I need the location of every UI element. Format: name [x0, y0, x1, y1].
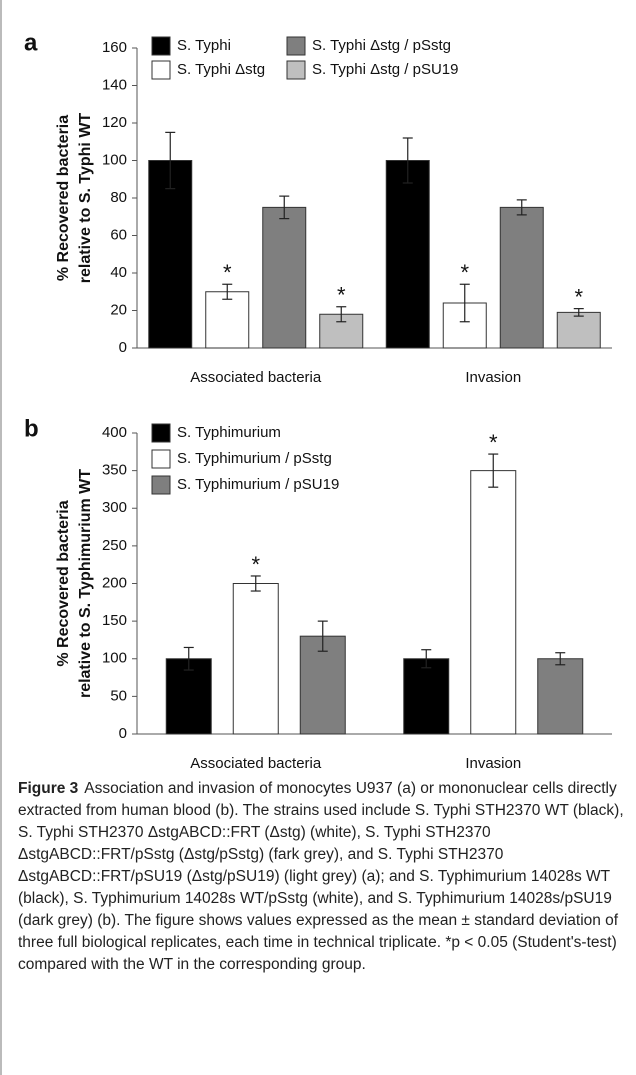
y-tick-label: 140 [102, 76, 127, 93]
y-axis-label: relative to S. Typhimurium WT [77, 469, 94, 698]
x-tick-label: Associated bacteria [190, 369, 322, 386]
y-tick-label: 100 [102, 650, 127, 667]
y-tick-label: 250 [102, 537, 127, 554]
bar [499, 206, 544, 349]
y-tick-label: 120 [102, 114, 127, 131]
y-tick-label: 80 [110, 189, 127, 206]
error-bar [222, 283, 233, 300]
legend-swatch [151, 449, 171, 469]
y-tick-label: 400 [102, 424, 127, 441]
legend-label: S. Typhimurium / pSU19 [177, 476, 339, 493]
bar [262, 206, 307, 349]
error-bar [250, 575, 261, 592]
y-tick-label: 40 [110, 264, 127, 281]
error-bar [459, 283, 470, 323]
y-tick-label: 50 [110, 687, 127, 704]
x-tick-label: Invasion [465, 755, 521, 772]
legend-swatch [151, 36, 171, 56]
error-bar [336, 306, 347, 323]
error-bar [279, 195, 290, 220]
y-axis-label: % Recovered bacteria [55, 500, 72, 666]
error-bar [555, 652, 566, 666]
error-bar [183, 646, 194, 671]
y-axis-label: % Recovered bacteria [55, 115, 72, 281]
y-tick-label: 60 [110, 226, 127, 243]
x-tick-label: Associated bacteria [190, 755, 322, 772]
bar [403, 658, 450, 735]
error-bar [421, 649, 432, 669]
bar [299, 635, 346, 735]
error-bar [165, 131, 176, 190]
significance-marker: * [223, 260, 232, 285]
y-tick-label: 160 [102, 39, 127, 56]
charts: a % Recovered bacteria relative to S. Typh… [24, 29, 612, 772]
legend-label: S. Typhi Δstg / pSU19 [312, 61, 458, 78]
bar [556, 311, 601, 349]
significance-marker: * [337, 283, 346, 308]
bar [470, 470, 517, 735]
bar [165, 658, 212, 735]
legend-label: S. Typhimurium / pSstg [177, 450, 332, 467]
bar [205, 291, 250, 349]
significance-marker: * [574, 284, 583, 309]
error-bar [317, 620, 328, 652]
y-tick-label: 0 [119, 725, 127, 742]
bar [537, 658, 584, 735]
legend-swatch [151, 423, 171, 443]
legend-label: S. Typhi Δstg [177, 61, 265, 78]
legend-swatch [151, 60, 171, 80]
x-tick-label: Invasion [465, 369, 521, 386]
y-tick-label: 100 [102, 151, 127, 168]
significance-marker: * [251, 552, 260, 577]
error-bar [402, 137, 413, 184]
panel-label: b [24, 415, 39, 442]
error-bar [516, 199, 527, 216]
y-tick-label: 300 [102, 499, 127, 516]
y-tick-label: 20 [110, 301, 127, 318]
legend-swatch [286, 60, 306, 80]
panel-label: a [24, 29, 38, 56]
legend-label: S. Typhi Δstg / pSstg [312, 37, 451, 54]
bar [385, 160, 430, 349]
y-tick-label: 350 [102, 462, 127, 479]
error-bar [488, 453, 499, 488]
bar [148, 160, 193, 349]
legend-label: S. Typhi [177, 37, 231, 54]
significance-marker: * [460, 260, 469, 285]
y-tick-label: 150 [102, 612, 127, 629]
error-bar [573, 308, 584, 317]
bar [232, 583, 279, 735]
caption-text: Association and invasion of monocytes U9… [18, 780, 624, 973]
y-tick-label: 0 [119, 339, 127, 356]
significance-marker: * [489, 430, 498, 455]
legend-swatch [151, 475, 171, 495]
caption: Figure 3 Association and invasion of mono… [18, 778, 624, 976]
legend-swatch [286, 36, 306, 56]
y-tick-label: 200 [102, 574, 127, 591]
legend-label: S. Typhimurium [177, 424, 281, 441]
caption-label: Figure 3 [18, 780, 79, 797]
y-axis-label: relative to S. Typhi WT [77, 113, 94, 284]
